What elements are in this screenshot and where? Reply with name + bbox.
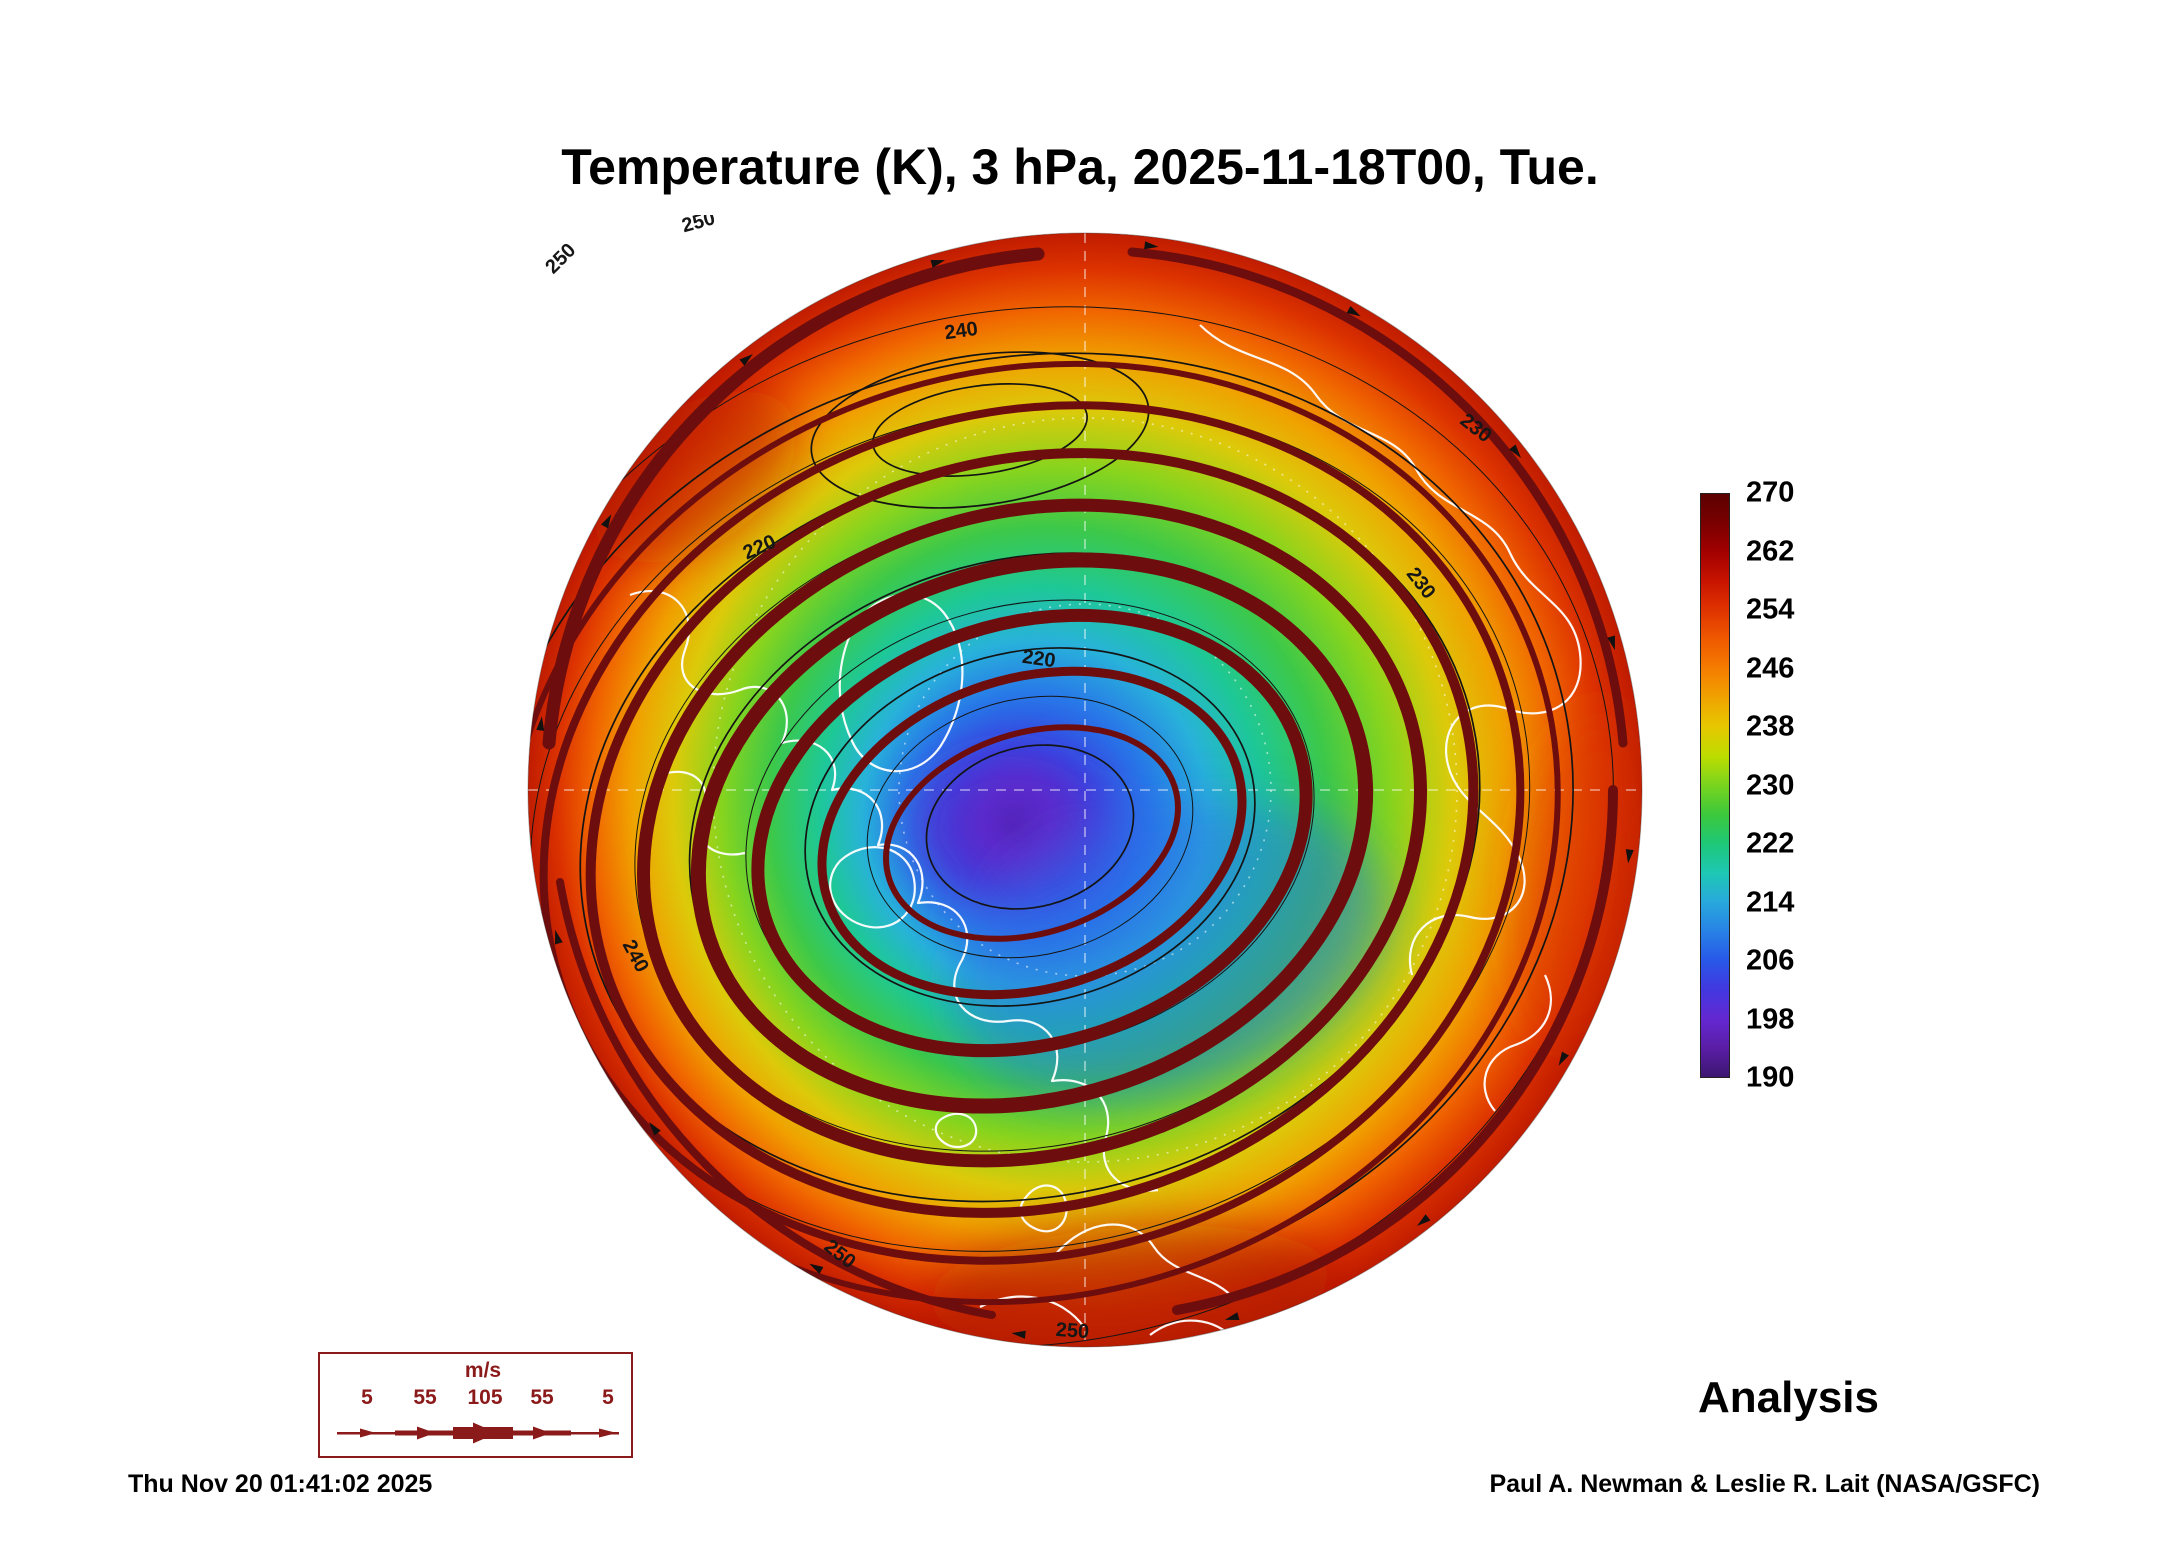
contour-value-label: 240 [943,318,979,344]
wind-arrow-icon [1144,241,1159,250]
contour-value-label: 250 [541,239,580,278]
credit-text: Paul A. Newman & Leslie R. Lait (NASA/GS… [1489,1470,2040,1498]
coastline-path [829,846,916,929]
map-border [527,232,1643,1348]
isotach-contour-line [637,498,1427,1168]
wind-legend-tick: 105 [467,1386,503,1409]
temperature-contour-line [804,647,1256,1007]
polar-map: 250 250 240 230 230 220 220 240 250 250 [510,207,1660,1365]
wind-arrow-icon [1625,849,1634,864]
contour-value-label: 220 [1021,646,1057,672]
colorbar-labels: 270 262 254 246 238 230 222 214 206 198 190 [1746,477,1836,1094]
latitude-circle [712,417,1458,1163]
wind-arrow-icon [1558,1051,1569,1066]
rim-isotach-arcs [542,247,1628,1319]
wind-speed-arrow-glyph [337,1422,619,1444]
colorbar-tick-label: 246 [1746,652,1795,684]
analysis-label: Analysis [1698,1373,1879,1422]
wind-arrow-icon [1509,444,1522,458]
wind-arrow-icon [555,929,563,945]
wind-arrow-icon [809,1263,824,1274]
colorbar-tick-label: 254 [1746,593,1795,626]
isotach-contour-line [528,360,1561,1306]
wind-arrow-icon [601,514,612,529]
colorbar-tick-label: 214 [1746,886,1795,918]
temperature-contour-line [528,306,1614,1347]
wind-legend-tick: 55 [530,1386,554,1409]
colorbar-tick-label: 222 [1746,827,1795,860]
temperature-contour-line [866,695,1194,959]
isotach-contour-line [690,552,1374,1114]
isotach-contour-line [883,724,1181,942]
coastline-path [1054,1223,1237,1302]
colorbar-tick-label: 262 [1746,535,1795,567]
page-title: Temperature (K), 3 hPa, 2025-11-18T00, T… [561,139,1599,195]
coastline-path [934,1112,978,1149]
temperature-blob [951,799,1389,1101]
coastline-path [1483,974,1552,1112]
coastline-path [1109,1346,1231,1347]
coastline-path [629,589,1159,1192]
colorbar-tick-label: 198 [1746,1003,1795,1035]
wind-legend-tick: 5 [361,1386,373,1409]
wind-direction-arrows [536,241,1634,1339]
colorbar-tick-label: 190 [1746,1061,1795,1094]
wind-arrow-icon [930,260,946,268]
contour-value-label: 250 [679,215,717,237]
latitude-circle [898,603,1272,977]
colorbar-tick-label: 238 [1746,710,1795,743]
colorbar-gradient [1700,493,1730,1078]
wind-legend-tick: 55 [413,1386,437,1409]
wind-arrow-icon [1224,1312,1240,1320]
wind-legend-tick: 5 [602,1386,614,1409]
isotach-arc [1127,247,1628,748]
wind-arrow-icon [1346,306,1361,317]
isotach-contour-line [817,666,1247,1000]
isotach-contour-line [585,448,1479,1218]
wind-arrow-icon [1011,1330,1026,1339]
wind-arrow-icon [739,353,753,366]
colorbar-tick-label: 206 [1746,944,1795,977]
wind-arrow-icon [1417,1214,1431,1227]
wind-legend-ticks: 5 55 105 55 5 [327,1386,627,1410]
isotach-arc [542,247,1045,750]
colorbar-tick-label: 270 [1746,476,1795,509]
wind-arrow-icon [1607,635,1615,651]
creation-timestamp: Thu Nov 20 01:41:02 2025 [128,1470,433,1498]
wind-legend-units: m/s [464,1359,502,1382]
temperature-contour-line [925,744,1135,910]
wind-speed-legend: m/s 5 55 105 55 5 [318,1352,633,1458]
isotach-contour-line [751,608,1313,1058]
colorbar-tick-label: 230 [1746,769,1795,801]
isotach-arc [556,878,996,1319]
wind-arrow-icon [648,1122,661,1136]
wind-arrow-icon [536,716,545,731]
isotach-arc [1172,785,1618,1315]
contour-value-label: 250 [1055,1319,1090,1343]
